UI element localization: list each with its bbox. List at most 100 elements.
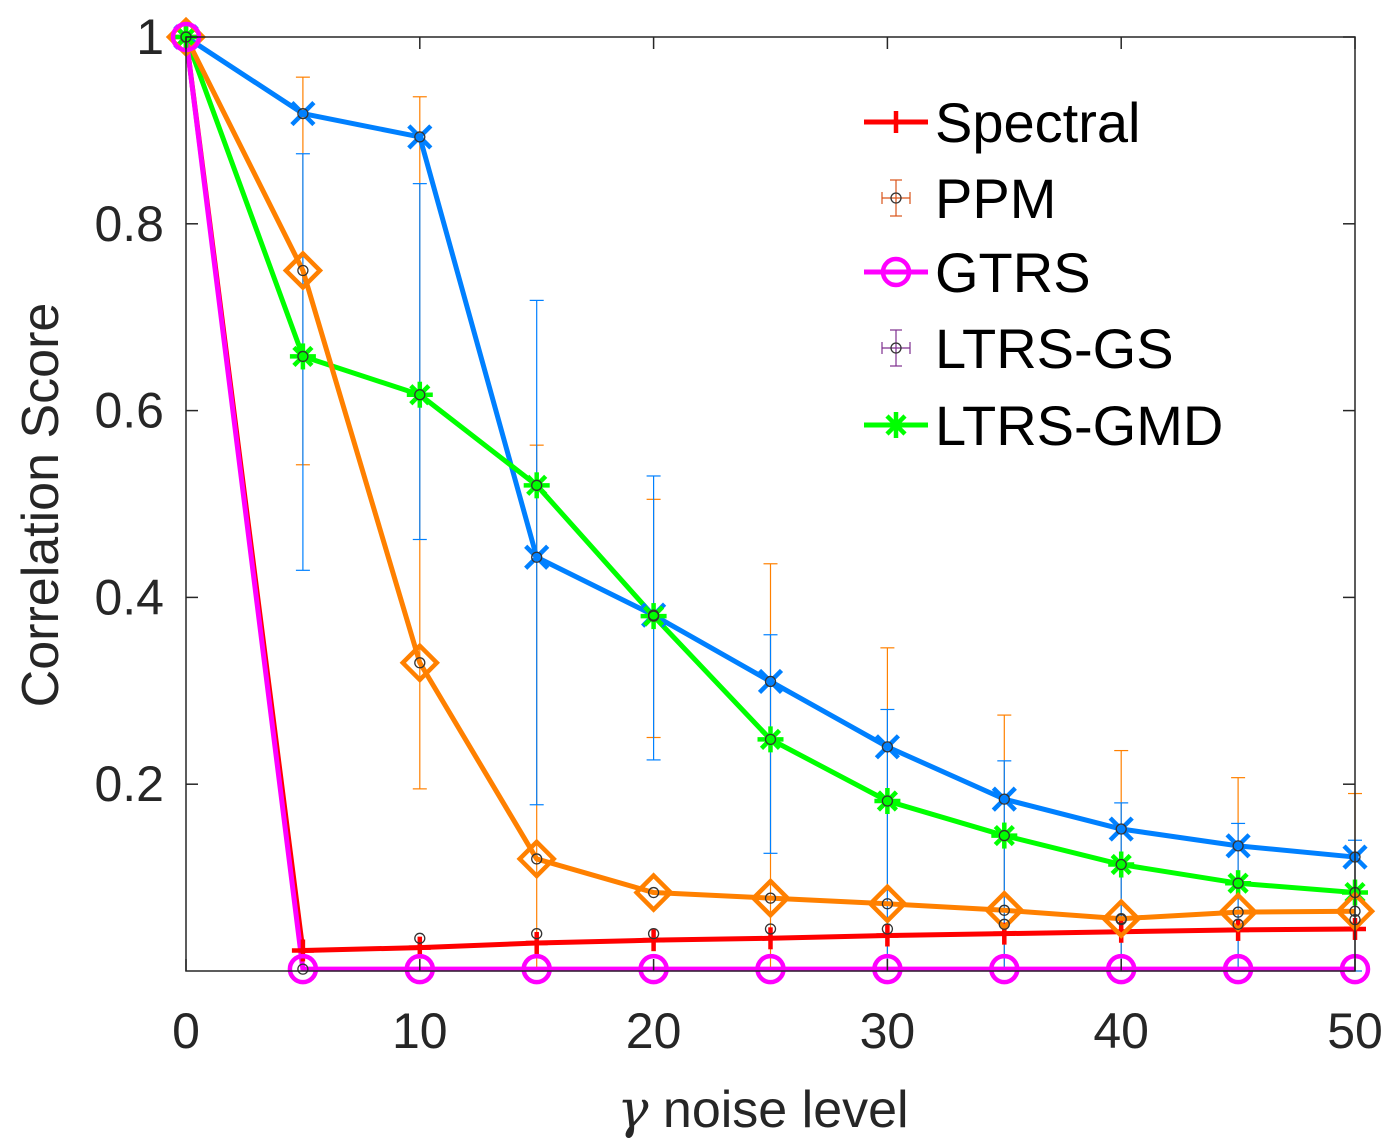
legend-marker	[890, 192, 902, 204]
data-point-marker	[531, 551, 543, 563]
ltrs-gmd-marker	[991, 822, 1018, 849]
circle	[872, 953, 903, 985]
gtrs-marker	[872, 953, 903, 985]
small-circle	[881, 898, 894, 910]
unnamed-marker	[1225, 833, 1251, 859]
diamond	[633, 872, 674, 913]
ast-b	[292, 345, 314, 368]
data-point-marker	[998, 793, 1010, 805]
ppm-marker	[764, 892, 777, 904]
small-circle	[764, 675, 777, 688]
circle	[404, 953, 436, 985]
cross-b	[757, 668, 784, 695]
unnamed-marker	[750, 877, 791, 919]
small-circle	[297, 264, 309, 277]
diamond	[282, 250, 324, 291]
ltrs-gs-marker	[531, 927, 543, 940]
spectral-marker	[642, 929, 665, 952]
gtrs-marker	[755, 953, 786, 985]
ppm-marker	[531, 853, 543, 865]
small-circle	[881, 795, 894, 807]
diamond	[867, 883, 908, 924]
cross-b	[524, 544, 550, 570]
gtrs-line	[183, 36, 1355, 972]
data-point-marker	[881, 795, 894, 807]
circle	[880, 256, 912, 288]
small-circle	[998, 793, 1010, 805]
cross-b	[290, 100, 316, 127]
ltrs-gs-marker	[647, 927, 660, 940]
spectral-marker	[759, 927, 782, 950]
small-circle	[1232, 906, 1244, 918]
unnamed-marker	[1108, 816, 1134, 842]
small-circle	[764, 892, 777, 904]
ltrs-gmd-marker	[523, 472, 550, 499]
circle	[1105, 953, 1137, 985]
ltrs-gmd-marker	[640, 603, 667, 630]
small-circle	[414, 932, 426, 944]
y-tick-label: 0.6	[94, 383, 164, 439]
small-circle	[414, 657, 426, 669]
circle	[755, 953, 786, 985]
unnamed-marker	[991, 786, 1017, 812]
data-point-marker	[414, 389, 426, 401]
small-circle	[764, 923, 777, 935]
circle	[521, 953, 552, 985]
unnamed-marker	[757, 668, 784, 695]
x-tick-label: 10	[392, 1003, 448, 1059]
small-circle	[998, 918, 1010, 930]
unnamed-line	[183, 35, 1356, 922]
legend-item-ppm: PPM	[881, 167, 1056, 230]
ppm-marker	[998, 904, 1010, 916]
unnamed-marker	[633, 872, 674, 913]
small-circle	[881, 741, 894, 753]
ltrs-gs-marker	[414, 932, 426, 944]
ppm-marker	[297, 264, 309, 277]
legend-item-ltrs-gmd: LTRS-GMD	[864, 394, 1223, 457]
ltrs-gs-marker	[764, 923, 777, 935]
cross-b	[874, 734, 900, 760]
data-point-marker	[647, 610, 660, 622]
x-axis-label-symbol: γ	[617, 1080, 649, 1140]
ast-b	[759, 728, 782, 750]
small-circle	[647, 927, 660, 940]
ast-b	[409, 384, 431, 406]
gtrs-marker	[404, 953, 436, 985]
small-circle	[647, 886, 660, 899]
circle	[989, 953, 1020, 985]
small-circle	[531, 853, 543, 865]
unnamed-marker	[399, 642, 440, 683]
y-tick-label: 1	[136, 9, 164, 65]
ast-b	[1227, 872, 1249, 894]
unnamed-marker	[290, 100, 316, 127]
ltrs-gmd-marker	[1225, 870, 1252, 897]
data-point-marker	[998, 829, 1010, 842]
legend-label: LTRS-GMD	[935, 394, 1223, 457]
ppm-marker	[1232, 906, 1244, 918]
small-circle	[1232, 877, 1244, 889]
y-tick-label: 0.4	[94, 569, 164, 625]
ppm-marker	[414, 657, 426, 669]
small-circle	[531, 479, 543, 491]
small-circle	[297, 963, 309, 975]
ltrs-gmd-marker	[406, 381, 433, 408]
circle	[287, 953, 319, 985]
diamond	[750, 877, 791, 919]
x-tick-label: 0	[172, 1003, 200, 1059]
ltrs-gs-marker	[297, 963, 309, 975]
legend-marker	[885, 111, 907, 133]
y-axis-label: Correlation Score	[12, 303, 70, 708]
unnamed-marker	[1101, 898, 1142, 939]
ltrs-gmd-marker	[757, 726, 784, 753]
data-point-marker	[1232, 840, 1244, 852]
gtrs-marker	[287, 953, 319, 985]
unnamed-marker	[867, 883, 908, 924]
y-tick-labels: 0.2 0.4 0.6 0.8 1	[94, 9, 164, 812]
legend-marker	[883, 412, 909, 438]
gtrs-marker	[989, 953, 1020, 985]
unnamed-marker	[874, 734, 900, 760]
x-axis-label: γ noise level	[617, 1080, 908, 1140]
circle	[1222, 953, 1254, 985]
